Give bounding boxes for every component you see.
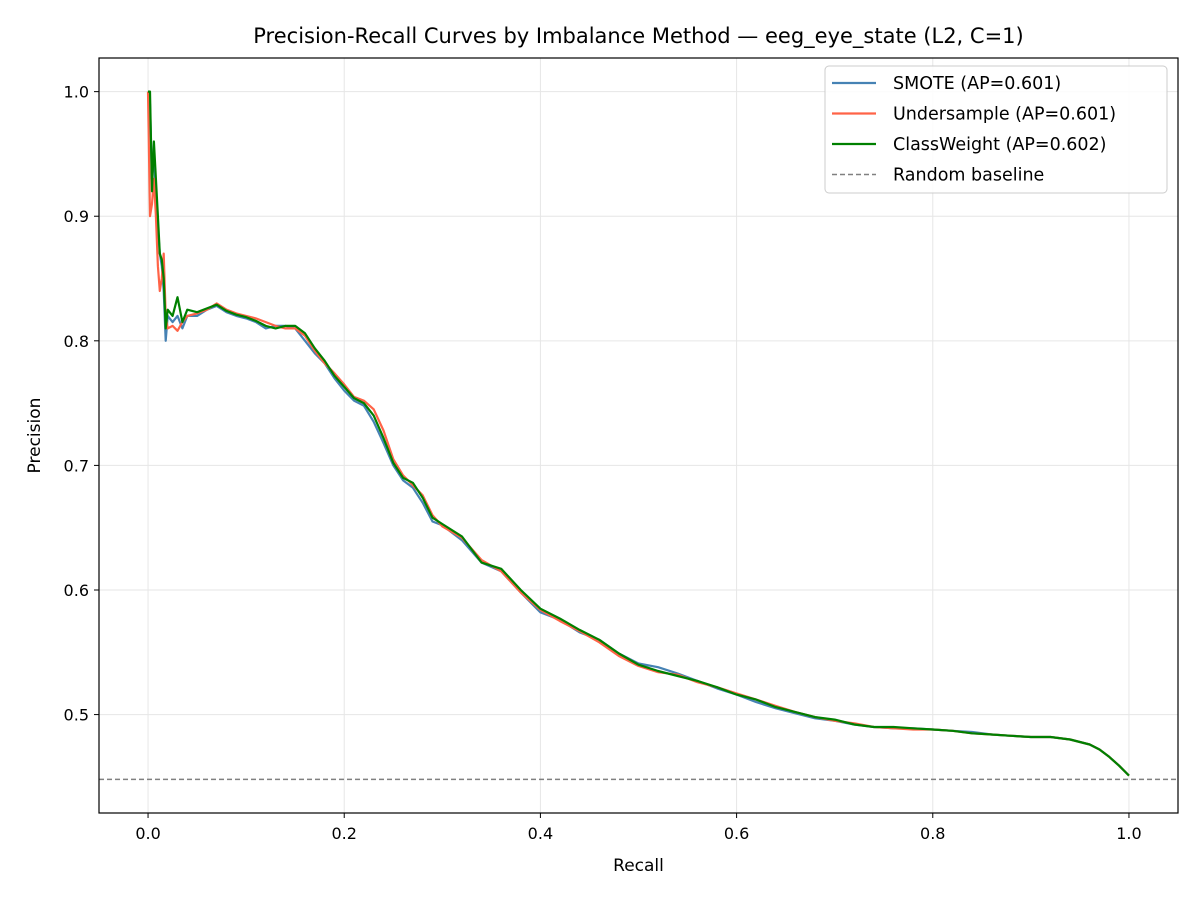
plot-frame (98, 57, 1179, 814)
ticks: 0.0 0.2 0.4 0.6 0.8 1.0 0.5 0.6 0.7 0.8 0.9 1.0 (64, 83, 1142, 843)
legend: SMOTE (AP=0.601) Undersample (AP=0.601) … (824, 65, 1168, 194)
x-tick-label: 0.8 (920, 824, 945, 843)
series-layer (146, 90, 1130, 777)
x-tick-label: 1.0 (1116, 824, 1141, 843)
legend-label-random-baseline: Random baseline (893, 166, 1044, 186)
y-tick-label: 0.6 (64, 581, 89, 600)
legend-box (824, 65, 1168, 194)
legend-label-undersample: Undersample (AP=0.601) (893, 105, 1116, 125)
y-tick-label: 0.5 (64, 706, 89, 725)
y-tick-label: 0.8 (64, 332, 89, 351)
x-axis-label: Recall (613, 856, 664, 876)
series-line-2 (148, 90, 1130, 777)
legend-label-classweight: ClassWeight (AP=0.602) (893, 135, 1107, 155)
x-tick-label: 0.2 (332, 824, 357, 843)
x-tick-label: 0.4 (528, 824, 553, 843)
chart-title: Precision-Recall Curves by Imbalance Met… (253, 24, 1023, 49)
series-line-1 (146, 91, 1130, 777)
y-axis-label: Precision (25, 398, 45, 474)
y-tick-label: 0.7 (64, 456, 89, 475)
x-tick-label: 0.0 (135, 824, 160, 843)
y-tick-label: 0.9 (64, 207, 89, 226)
x-tick-label: 0.6 (724, 824, 749, 843)
y-tick-label: 1.0 (64, 83, 89, 102)
series-line-0 (146, 91, 1130, 777)
legend-label-smote: SMOTE (AP=0.601) (893, 74, 1061, 94)
